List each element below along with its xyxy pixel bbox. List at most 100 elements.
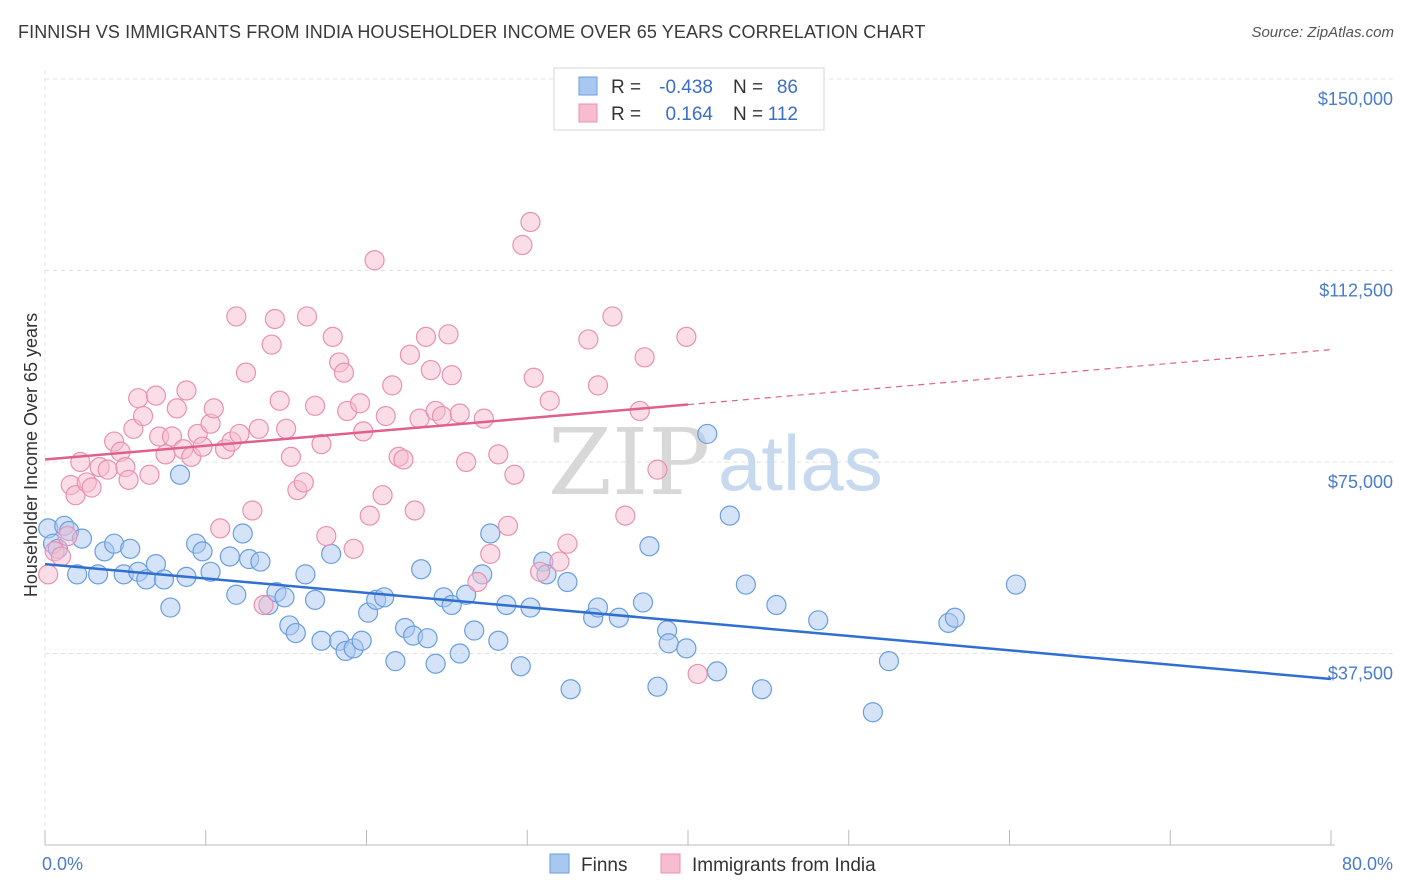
finns-point: [153, 569, 175, 590]
finns-point: [449, 643, 470, 664]
india-point: [456, 451, 477, 473]
india-point: [349, 393, 371, 414]
legend-finns-swatch: [578, 76, 598, 96]
india-point: [399, 344, 421, 365]
finns-point: [351, 630, 372, 651]
finns-point: [464, 620, 485, 641]
legend-india-n-label: N =: [733, 104, 763, 125]
finns-point: [676, 638, 697, 659]
finns-point: [192, 541, 213, 562]
finns-point: [706, 661, 728, 682]
india-point: [539, 390, 560, 411]
finns-point: [1005, 574, 1027, 595]
india-trend-line: [44, 403, 689, 461]
india-point: [139, 464, 160, 485]
y-tick-label: $37,500: [1328, 664, 1393, 684]
india-point: [404, 500, 425, 521]
finns-point: [169, 464, 191, 485]
finns-point: [226, 584, 247, 605]
india-point: [488, 444, 509, 465]
legend: R = -0.438 N = 86 R = 0.164 N = 112: [553, 67, 825, 131]
chart-title: FINNISH VS IMMIGRANTS FROM INDIA HOUSEHO…: [18, 22, 926, 42]
finns-point: [374, 587, 395, 608]
finns-point: [67, 564, 88, 585]
india-point: [473, 408, 494, 429]
finns-point: [751, 679, 773, 700]
watermark-atlas: atlas: [718, 419, 883, 507]
finns-point: [878, 651, 900, 672]
india-point: [372, 485, 393, 506]
india-point: [415, 326, 437, 347]
y-tick-label: $150,000: [1318, 89, 1393, 109]
india-point: [687, 663, 708, 685]
india-point: [530, 561, 551, 582]
india-point: [449, 403, 470, 424]
finns-point: [311, 630, 332, 651]
y-tick-labels: $150,000 $112,500 $75,000 $37,500: [1318, 89, 1393, 684]
india-point: [322, 326, 343, 347]
finns-point: [632, 592, 654, 613]
india-point: [269, 390, 290, 411]
india-point: [248, 418, 269, 439]
india-point: [57, 525, 78, 547]
finns-point: [285, 622, 306, 644]
india-trend-line-extension: [687, 349, 1332, 406]
india-point: [264, 308, 285, 330]
finns-point: [862, 702, 883, 723]
india-point: [38, 564, 59, 585]
india-point: [166, 398, 187, 419]
finns-point: [735, 574, 756, 595]
india-point: [128, 388, 149, 409]
finns-point: [304, 589, 326, 610]
finns-point: [120, 538, 141, 559]
india-point: [578, 329, 599, 350]
finns-point: [232, 523, 253, 544]
india-point: [467, 571, 488, 593]
india-point: [50, 546, 72, 567]
india-point: [176, 380, 197, 401]
india-point: [132, 405, 154, 427]
india-point: [161, 426, 183, 447]
india-point: [375, 405, 396, 427]
india-point: [382, 375, 403, 396]
india-point: [118, 469, 139, 490]
bottom-legend-finns-swatch: [549, 853, 570, 874]
india-point: [438, 324, 459, 345]
india-point: [304, 395, 326, 416]
india-point: [629, 400, 650, 422]
finns-point: [658, 633, 679, 654]
finns-point: [719, 505, 740, 526]
finns-point: [411, 559, 432, 580]
india-point: [615, 505, 636, 526]
finns-point: [766, 594, 787, 616]
india-point: [226, 306, 247, 327]
india-point: [512, 234, 533, 256]
y-tick-label: $75,000: [1328, 472, 1393, 492]
india-point: [235, 362, 257, 383]
india-point: [97, 459, 118, 480]
india-point: [296, 306, 318, 327]
finns-point: [250, 551, 271, 572]
finns-point: [425, 653, 446, 674]
bottom-legend-finns-label: Finns: [581, 855, 627, 876]
finns-point: [808, 610, 829, 631]
india-point: [261, 334, 282, 355]
bottom-legend-india-label: Immigrants from India: [692, 855, 876, 876]
india-point: [549, 551, 570, 572]
india-point: [203, 398, 224, 419]
finns-point: [417, 628, 438, 649]
india-point: [81, 477, 102, 498]
india-point: [280, 446, 302, 467]
finns-point: [557, 571, 578, 593]
india-point: [431, 405, 453, 427]
x-tick-label-min: 0.0%: [42, 854, 83, 874]
india-point: [520, 211, 541, 233]
india-point: [316, 525, 337, 547]
x-ticks: [44, 830, 1332, 845]
india-point: [229, 423, 250, 445]
x-tick-label-max: 80.0%: [1342, 854, 1393, 874]
legend-india-swatch: [578, 103, 598, 123]
india-point: [333, 362, 355, 383]
india-point: [587, 375, 609, 396]
india-point: [359, 505, 380, 526]
